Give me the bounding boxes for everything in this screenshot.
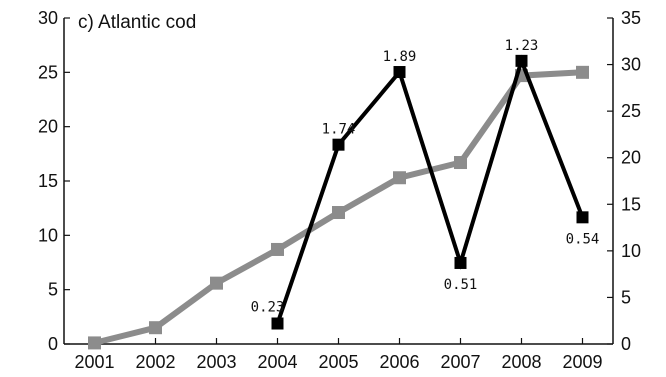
data-label: 0.54 — [566, 231, 600, 247]
left-tick-label: 30 — [38, 8, 58, 28]
x-tick-label: 2009 — [562, 352, 602, 372]
series-2-line — [275, 54, 585, 325]
right-tick-label: 5 — [621, 287, 631, 307]
series-1-point — [271, 242, 284, 256]
series-layer — [88, 54, 589, 350]
chart-title: c) Atlantic cod — [78, 12, 196, 33]
left-tick-label: 25 — [38, 62, 58, 82]
series-1-point — [149, 321, 162, 335]
x-tick-label: 2001 — [74, 352, 114, 372]
tick-labels: 0 5 10 15 20 25 30 0 5 10 15 20 25 30 35 2001 2002 2003 20… — [38, 8, 641, 372]
series-2-point — [332, 138, 345, 151]
right-tick-label: 0 — [621, 334, 631, 354]
series-2-point — [393, 66, 406, 79]
series-1-point — [210, 276, 223, 290]
series-1-point — [454, 156, 467, 170]
data-label: 1.89 — [383, 49, 417, 65]
x-tick-label: 2008 — [501, 352, 541, 372]
series-2-point — [515, 54, 528, 67]
x-tick-label: 2005 — [318, 352, 358, 372]
x-tick-label: 2002 — [135, 352, 175, 372]
data-labels: 0.23 1.74 1.89 0.51 1.23 0.54 — [251, 38, 600, 316]
series-1-point — [88, 336, 101, 350]
data-label: 0.51 — [444, 277, 478, 293]
right-tick-label: 15 — [621, 194, 641, 214]
series-2-point — [271, 317, 284, 330]
x-tick-label: 2004 — [257, 352, 297, 372]
left-tick-label: 20 — [38, 117, 58, 137]
series-1-point — [393, 171, 406, 185]
right-tick-label: 20 — [621, 148, 641, 168]
right-tick-label: 30 — [621, 55, 641, 75]
left-tick-label: 5 — [48, 280, 58, 300]
right-tick-label: 35 — [621, 8, 641, 28]
series-2-point — [576, 211, 589, 224]
right-tick-label: 10 — [621, 241, 641, 261]
right-tick-label: 25 — [621, 101, 641, 121]
series-1-point — [332, 206, 345, 220]
left-tick-label: 15 — [38, 171, 58, 191]
left-tick-label: 0 — [48, 334, 58, 354]
x-tick-label: 2007 — [440, 352, 480, 372]
data-label: 1.23 — [505, 38, 539, 54]
series-2-point — [454, 256, 467, 269]
left-tick-label: 10 — [38, 225, 58, 245]
x-tick-label: 2003 — [196, 352, 236, 372]
data-label: 1.74 — [322, 122, 356, 138]
x-tick-label: 2006 — [379, 352, 419, 372]
axes — [63, 17, 614, 345]
series-1-point — [576, 65, 589, 79]
data-label: 0.23 — [251, 300, 285, 316]
